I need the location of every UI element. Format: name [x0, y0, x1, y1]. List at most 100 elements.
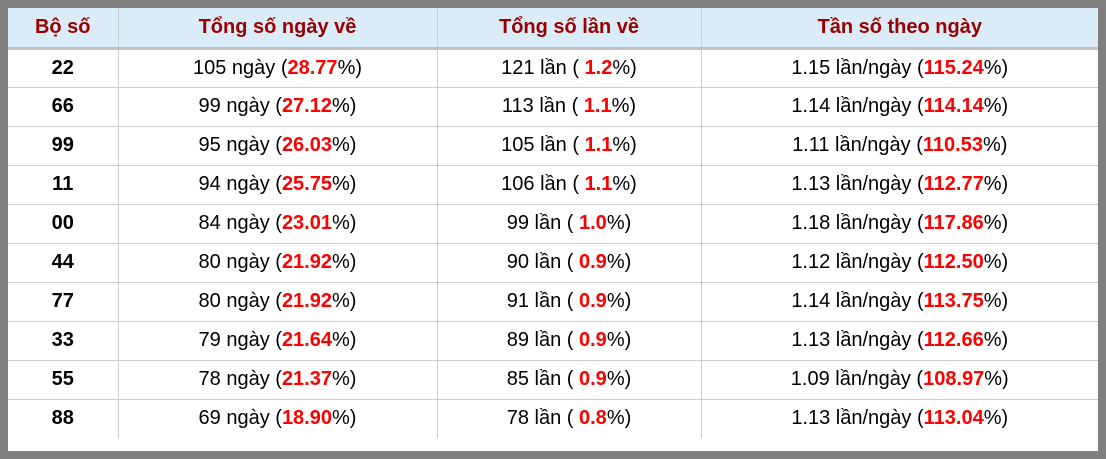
percent-close: %) — [983, 251, 1009, 273]
times-percent: 0.9 — [579, 368, 607, 390]
days-cell: 94 ngày (25.75%) — [118, 165, 438, 205]
table-row: 33 79 ngày (21.64%) 89 lần ( 0.9%) 1.13 lần… — [8, 321, 1098, 361]
days-text: 84 ngày ( — [198, 212, 282, 234]
percent-close: %) — [983, 56, 1009, 79]
times-cell: 106 lần ( 1.1%) — [437, 165, 702, 205]
times-text: 90 lần ( — [506, 251, 579, 273]
times-cell: 78 lần ( 0.8%) — [437, 399, 702, 438]
pair-cell: 22 — [8, 48, 119, 88]
freq-cell: 1.14 lần/ngày (114.14%) — [701, 87, 1098, 127]
percent-close: %) — [606, 329, 632, 351]
pair-cell: 00 — [8, 204, 119, 244]
days-text: 79 ngày ( — [198, 329, 282, 351]
pair-cell: 11 — [8, 165, 119, 205]
percent-close: %) — [332, 173, 357, 195]
percent-close: %) — [612, 134, 637, 156]
percent-close: %) — [606, 368, 632, 390]
percent-close: %) — [983, 329, 1009, 351]
freq-percent: 113.75 — [923, 290, 984, 312]
pair-cell: 99 — [8, 126, 119, 166]
freq-percent: 114.14 — [923, 95, 984, 117]
percent-close: %) — [606, 407, 632, 430]
percent-close: %) — [606, 290, 632, 312]
days-cell: 69 ngày (18.90%) — [118, 399, 438, 438]
header-total-times: Tổng số lần về — [437, 8, 702, 50]
times-percent: 1.0 — [579, 212, 607, 234]
table-row: 88 69 ngày (18.90%) 78 lần ( 0.8%) 1.13 lần… — [8, 399, 1098, 438]
pair-cell: 33 — [8, 321, 119, 361]
freq-text: 1.13 lần/ngày ( — [791, 173, 924, 195]
table-header: Bộ số Tổng số ngày về Tổng số lần về Tần… — [8, 8, 1098, 50]
percent-close: %) — [332, 329, 357, 351]
header-total-days: Tổng số ngày về — [118, 8, 438, 50]
times-cell: 91 lần ( 0.9%) — [437, 282, 702, 322]
days-cell: 80 ngày (21.92%) — [118, 243, 438, 283]
pair-cell: 44 — [8, 243, 119, 283]
percent-close: %) — [332, 407, 357, 430]
freq-text: 1.12 lần/ngày ( — [791, 251, 924, 273]
percent-close: %) — [332, 95, 357, 117]
times-percent: 1.1 — [583, 95, 612, 117]
times-text: 85 lần ( — [506, 368, 579, 390]
table-row: 55 78 ngày (21.37%) 85 lần ( 0.9%) 1.09 lần… — [8, 360, 1098, 400]
freq-percent: 112.77 — [923, 173, 984, 195]
percent-close: %) — [332, 251, 357, 273]
percent-close: %) — [983, 173, 1009, 195]
percent-close: %) — [983, 290, 1009, 312]
header-row: Bộ số Tổng số ngày về Tổng số lần về Tần… — [8, 8, 1098, 50]
times-cell: 99 lần ( 1.0%) — [437, 204, 702, 244]
days-percent: 18.90 — [281, 407, 332, 430]
header-pair: Bộ số — [8, 8, 119, 50]
table-row: 00 84 ngày (23.01%) 99 lần ( 1.0%) 1.18 lần… — [8, 204, 1098, 244]
days-percent: 23.01 — [281, 212, 332, 234]
freq-percent: 112.50 — [923, 251, 984, 273]
freq-text: 1.18 lần/ngày ( — [791, 212, 924, 234]
freq-percent: 110.53 — [922, 134, 983, 156]
table-row: 11 94 ngày (25.75%) 106 lần ( 1.1%) 1.13 lầ… — [8, 165, 1098, 205]
days-percent: 21.64 — [281, 329, 332, 351]
freq-text: 1.09 lần/ngày ( — [790, 368, 924, 390]
percent-close: %) — [332, 368, 357, 390]
days-text: 78 ngày ( — [198, 368, 282, 390]
days-text: 105 ngày ( — [192, 56, 288, 79]
pair-cell: 88 — [8, 399, 119, 438]
times-text: 105 lần ( — [501, 134, 585, 156]
percent-close: %) — [612, 173, 637, 195]
percent-close: %) — [332, 212, 357, 234]
times-cell: 85 lần ( 0.9%) — [437, 360, 702, 400]
percent-close: %) — [611, 95, 637, 117]
times-percent: 0.9 — [579, 251, 607, 273]
times-percent: 0.9 — [579, 329, 607, 351]
days-percent: 27.12 — [281, 95, 332, 117]
freq-percent: 112.66 — [923, 329, 984, 351]
pair-stats-table: Bộ số Tổng số ngày về Tổng số lần về Tần… — [8, 8, 1098, 438]
freq-text: 1.14 lần/ngày ( — [791, 95, 924, 117]
table-body: 22 105 ngày (28.77%) 121 lần ( 1.2%) 1.15 l… — [8, 48, 1098, 438]
freq-percent: 113.04 — [923, 407, 984, 430]
freq-text: 1.13 lần/ngày ( — [791, 407, 924, 430]
times-cell: 113 lần ( 1.1%) — [437, 87, 702, 127]
percent-close: %) — [983, 212, 1009, 234]
days-cell: 84 ngày (23.01%) — [118, 204, 438, 244]
percent-close: %) — [606, 212, 632, 234]
times-cell: 89 lần ( 0.9%) — [437, 321, 702, 361]
times-cell: 105 lần ( 1.1%) — [437, 126, 702, 166]
table-row: 99 95 ngày (26.03%) 105 lần ( 1.1%) 1.11 lầ… — [8, 126, 1098, 166]
times-percent: 0.9 — [579, 290, 607, 312]
table-row: 44 80 ngày (21.92%) 90 lần ( 0.9%) 1.12 lần… — [8, 243, 1098, 283]
times-percent: 1.2 — [584, 56, 613, 79]
freq-text: 1.14 lần/ngày ( — [791, 290, 924, 312]
freq-cell: 1.11 lần/ngày (110.53%) — [701, 126, 1098, 166]
freq-cell: 1.13 lần/ngày (113.04%) — [701, 399, 1098, 438]
freq-cell: 1.14 lần/ngày (113.75%) — [701, 282, 1098, 322]
freq-cell: 1.12 lần/ngày (112.50%) — [701, 243, 1098, 283]
freq-percent: 117.86 — [923, 212, 984, 234]
freq-cell: 1.13 lần/ngày (112.66%) — [701, 321, 1098, 361]
freq-cell: 1.18 lần/ngày (117.86%) — [701, 204, 1098, 244]
days-text: 99 ngày ( — [198, 95, 282, 117]
freq-text: 1.13 lần/ngày ( — [791, 329, 924, 351]
table-row: 77 80 ngày (21.92%) 91 lần ( 0.9%) 1.14 lần… — [8, 282, 1098, 322]
pair-cell: 66 — [8, 87, 119, 127]
times-text: 91 lần ( — [506, 290, 579, 312]
